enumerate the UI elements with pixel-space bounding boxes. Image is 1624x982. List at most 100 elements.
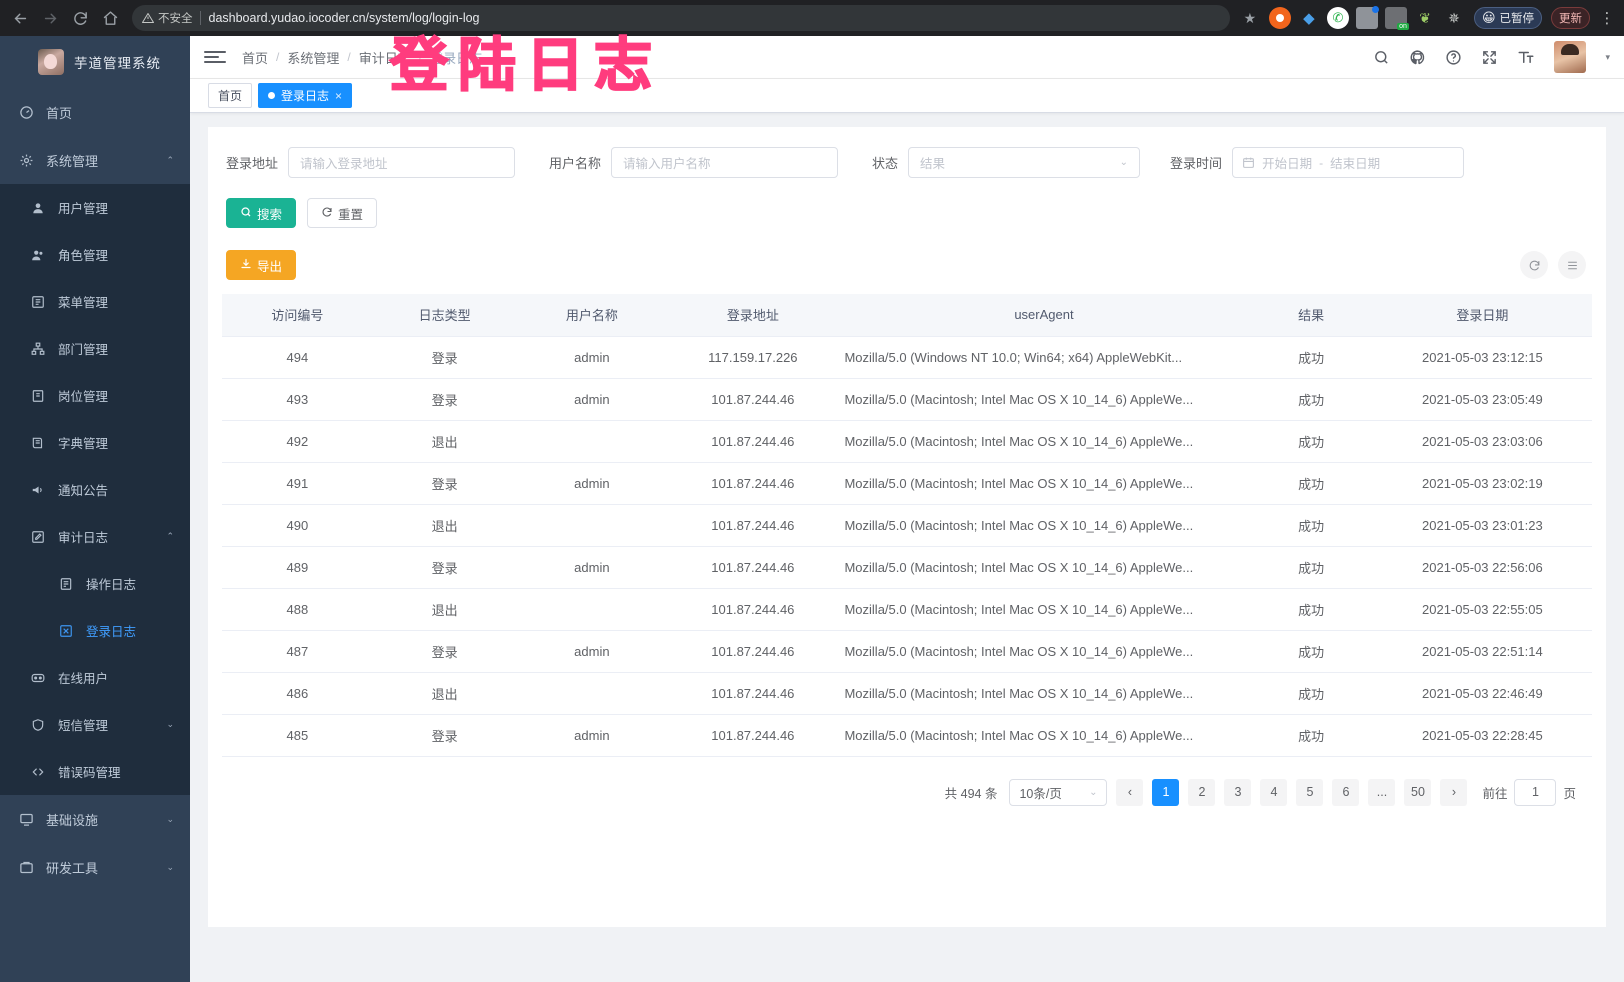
extension-diamond-icon[interactable]: ◆	[1303, 10, 1315, 27]
hamburger-icon[interactable]	[204, 51, 226, 63]
cell-username	[516, 504, 668, 547]
col-access-id[interactable]: 访问编号	[222, 294, 373, 337]
sidebar-item-sms[interactable]: 短信管理 ⌄	[0, 701, 190, 748]
export-button[interactable]: 导出	[226, 250, 297, 280]
page-button-3[interactable]: 3	[1224, 778, 1252, 806]
page-button-1[interactable]: 1	[1152, 778, 1180, 806]
github-icon[interactable]	[1409, 49, 1426, 66]
post-icon	[30, 388, 46, 404]
page-panel: 登录地址 请输入登录地址 用户名称 请输入用户名称 状态	[208, 127, 1606, 927]
sidebar-item-notice[interactable]: 通知公告	[0, 466, 190, 513]
page-ellipsis[interactable]: ...	[1368, 778, 1396, 806]
help-icon[interactable]	[1445, 49, 1462, 66]
close-icon[interactable]: ×	[335, 88, 343, 103]
col-login-address[interactable]: 登录地址	[667, 294, 839, 337]
update-button[interactable]: 更新	[1551, 7, 1590, 29]
sidebar-item-dictionary[interactable]: 字典管理	[0, 419, 190, 466]
sidebar-item-audit-log[interactable]: 审计日志 ⌃	[0, 513, 190, 560]
table-row[interactable]: 490 退出 101.87.244.46 Mozilla/5.0 (Macintosh…	[222, 504, 1592, 547]
extension-green-on-icon[interactable]: on	[1384, 7, 1409, 30]
reload-icon[interactable]	[66, 4, 94, 32]
forward-icon[interactable]	[36, 4, 64, 32]
brand[interactable]: 芋道管理系统	[0, 36, 190, 88]
tab-home[interactable]: 首页	[208, 83, 253, 108]
table-row[interactable]: 488 退出 101.87.244.46 Mozilla/5.0 (Macintosh…	[222, 588, 1592, 631]
tab-login-log[interactable]: 登录日志 ×	[258, 83, 353, 108]
page-size-select[interactable]: 10条/页 ⌄	[1009, 778, 1108, 806]
page-button-5[interactable]: 5	[1296, 778, 1324, 806]
page-jump-input[interactable]: 1	[1514, 778, 1557, 806]
sidebar-item-users[interactable]: 用户管理	[0, 184, 190, 231]
gear-icon	[18, 152, 34, 168]
sidebar-menu: 首页 系统管理 ⌃ 用户管理	[0, 88, 190, 982]
table-row[interactable]: 487 登录 admin 101.87.244.46 Mozilla/5.0 (Maci…	[222, 630, 1592, 673]
cell-access-id: 490	[222, 504, 373, 547]
paused-label: 已暂停	[1499, 13, 1535, 25]
next-page-button[interactable]: ›	[1440, 778, 1468, 806]
cell-access-id: 493	[222, 378, 373, 421]
col-log-type[interactable]: 日志类型	[372, 294, 517, 337]
sidebar-item-dev-tools[interactable]: 研发工具 ⌄	[0, 843, 190, 891]
page-button-2[interactable]: 2	[1188, 778, 1216, 806]
col-user-agent[interactable]: userAgent	[838, 294, 1250, 337]
home-icon[interactable]	[96, 4, 124, 32]
sidebar-item-posts[interactable]: 岗位管理	[0, 372, 190, 419]
status-select[interactable]: 结果 ⌄	[908, 147, 1141, 178]
cell-log-type: 登录	[372, 630, 517, 673]
breadcrumb-item-home[interactable]: 首页	[242, 50, 269, 66]
col-login-date[interactable]: 登录日期	[1372, 294, 1592, 337]
table-row[interactable]: 494 登录 admin 117.159.17.226 Mozilla/5.0 (Win…	[222, 336, 1592, 379]
cell-login-date: 2021-05-03 23:01:23	[1372, 504, 1592, 547]
table-row[interactable]: 486 退出 101.87.244.46 Mozilla/5.0 (Macintosh…	[222, 672, 1592, 715]
page-button-4[interactable]: 4	[1260, 778, 1288, 806]
sidebar-item-operation-log[interactable]: 操作日志	[0, 560, 190, 607]
col-result[interactable]: 结果	[1249, 294, 1373, 337]
cell-login-address: 101.87.244.46	[667, 420, 839, 463]
sidebar-item-online-users[interactable]: 在线用户	[0, 654, 190, 701]
breadcrumb-item-system[interactable]: 系统管理	[287, 50, 340, 66]
col-username[interactable]: 用户名称	[516, 294, 668, 337]
address-bar[interactable]: 不安全 dashboard.yudao.iocoder.cn/system/lo…	[132, 5, 1230, 31]
reset-button[interactable]: 重置	[307, 198, 378, 228]
login-time-daterange[interactable]: 开始日期 - 结束日期	[1232, 147, 1465, 178]
username-input[interactable]: 请输入用户名称	[611, 147, 839, 178]
table-row[interactable]: 492 退出 101.87.244.46 Mozilla/5.0 (Macintosh…	[222, 420, 1592, 463]
sidebar-item-departments[interactable]: 部门管理	[0, 325, 190, 372]
back-icon[interactable]	[6, 4, 34, 32]
sidebar-item-infrastructure[interactable]: 基础设施 ⌄	[0, 795, 190, 843]
extension-leaf-icon[interactable]: ❦	[1419, 9, 1431, 26]
sidebar-item-login-log[interactable]: 登录日志	[0, 607, 190, 654]
sidebar-item-system[interactable]: 系统管理 ⌃	[0, 136, 190, 184]
extension-wechat-icon[interactable]: ✆	[1326, 7, 1349, 29]
chevron-down-icon[interactable]: ▾	[1605, 51, 1610, 62]
page-button-50[interactable]: 50	[1404, 778, 1432, 806]
sidebar-item-roles[interactable]: 角色管理	[0, 231, 190, 278]
table-row[interactable]: 489 登录 admin 101.87.244.46 Mozilla/5.0 (Maci…	[222, 546, 1592, 589]
kebab-menu-icon[interactable]: ⋮	[1599, 10, 1615, 27]
extension-orange-icon[interactable]	[1268, 7, 1291, 29]
prev-page-button[interactable]: ‹	[1116, 778, 1144, 806]
sidebar-label: 通知公告	[58, 484, 109, 498]
bookmark-star-icon[interactable]: ★	[1243, 9, 1257, 26]
paused-status-pill[interactable]: 😀 已暂停	[1473, 7, 1542, 29]
table-row[interactable]: 493 登录 admin 101.87.244.46 Mozilla/5.0 (Maci…	[222, 378, 1592, 421]
breadcrumb-item-audit[interactable]: 审计日志	[358, 50, 411, 66]
extension-blue-badge-icon[interactable]	[1355, 6, 1379, 29]
search-icon[interactable]	[1373, 49, 1390, 66]
refresh-circle-icon[interactable]	[1520, 251, 1548, 279]
login-address-input[interactable]: 请输入登录地址	[288, 147, 516, 178]
sidebar-item-home[interactable]: 首页	[0, 88, 190, 136]
columns-settings-icon[interactable]	[1558, 251, 1586, 279]
table-row[interactable]: 491 登录 admin 101.87.244.46 Mozilla/5.0 (Maci…	[222, 462, 1592, 505]
breadcrumb-separator: /	[418, 50, 423, 64]
search-button[interactable]: 搜索	[226, 198, 297, 228]
sidebar-item-menus[interactable]: 菜单管理	[0, 278, 190, 325]
extension-puzzle-icon[interactable]: ✵	[1448, 9, 1460, 26]
sidebar-item-error-code[interactable]: 错误码管理	[0, 748, 190, 795]
font-size-icon[interactable]	[1517, 48, 1535, 66]
page-button-6[interactable]: 6	[1332, 778, 1360, 806]
fullscreen-icon[interactable]	[1481, 49, 1498, 66]
avatar[interactable]	[1554, 41, 1587, 73]
table-row[interactable]: 485 登录 admin 101.87.244.46 Mozilla/5.0 (Maci…	[222, 714, 1592, 757]
cell-username	[516, 672, 668, 715]
